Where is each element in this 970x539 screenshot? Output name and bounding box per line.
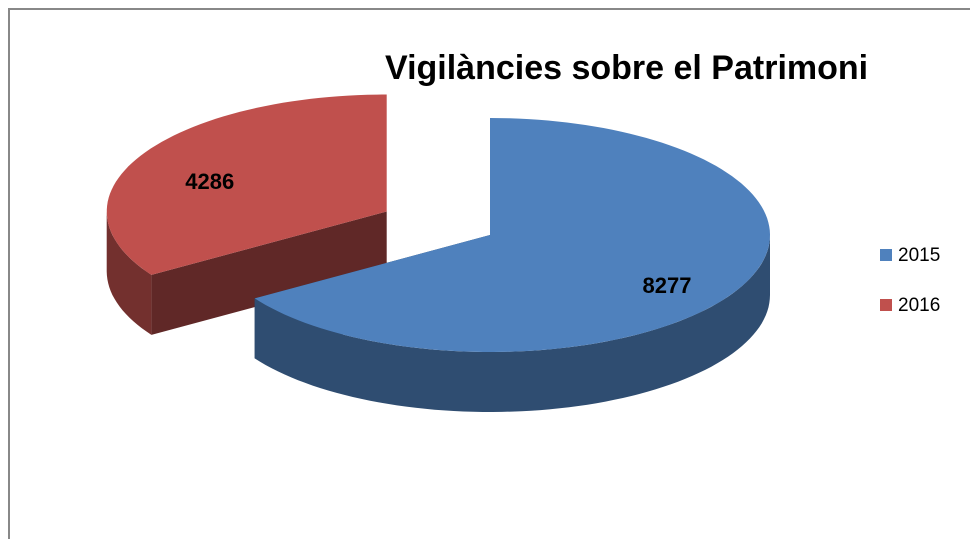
legend-label: 2015	[898, 245, 940, 266]
data-label: 8277	[643, 273, 692, 298]
pie-outer-wall	[106, 211, 152, 335]
pie-side-face	[151, 211, 387, 335]
chart-title: Vigilàncies sobre el Patrimoni	[385, 49, 868, 87]
legend-label: 2016	[898, 295, 940, 316]
legend-swatch	[880, 299, 892, 311]
pie-slice	[254, 118, 770, 352]
data-label: 4286	[185, 169, 234, 194]
pie-slice	[106, 94, 387, 275]
pie-outer-wall	[254, 235, 770, 412]
legend-swatch	[880, 249, 892, 261]
